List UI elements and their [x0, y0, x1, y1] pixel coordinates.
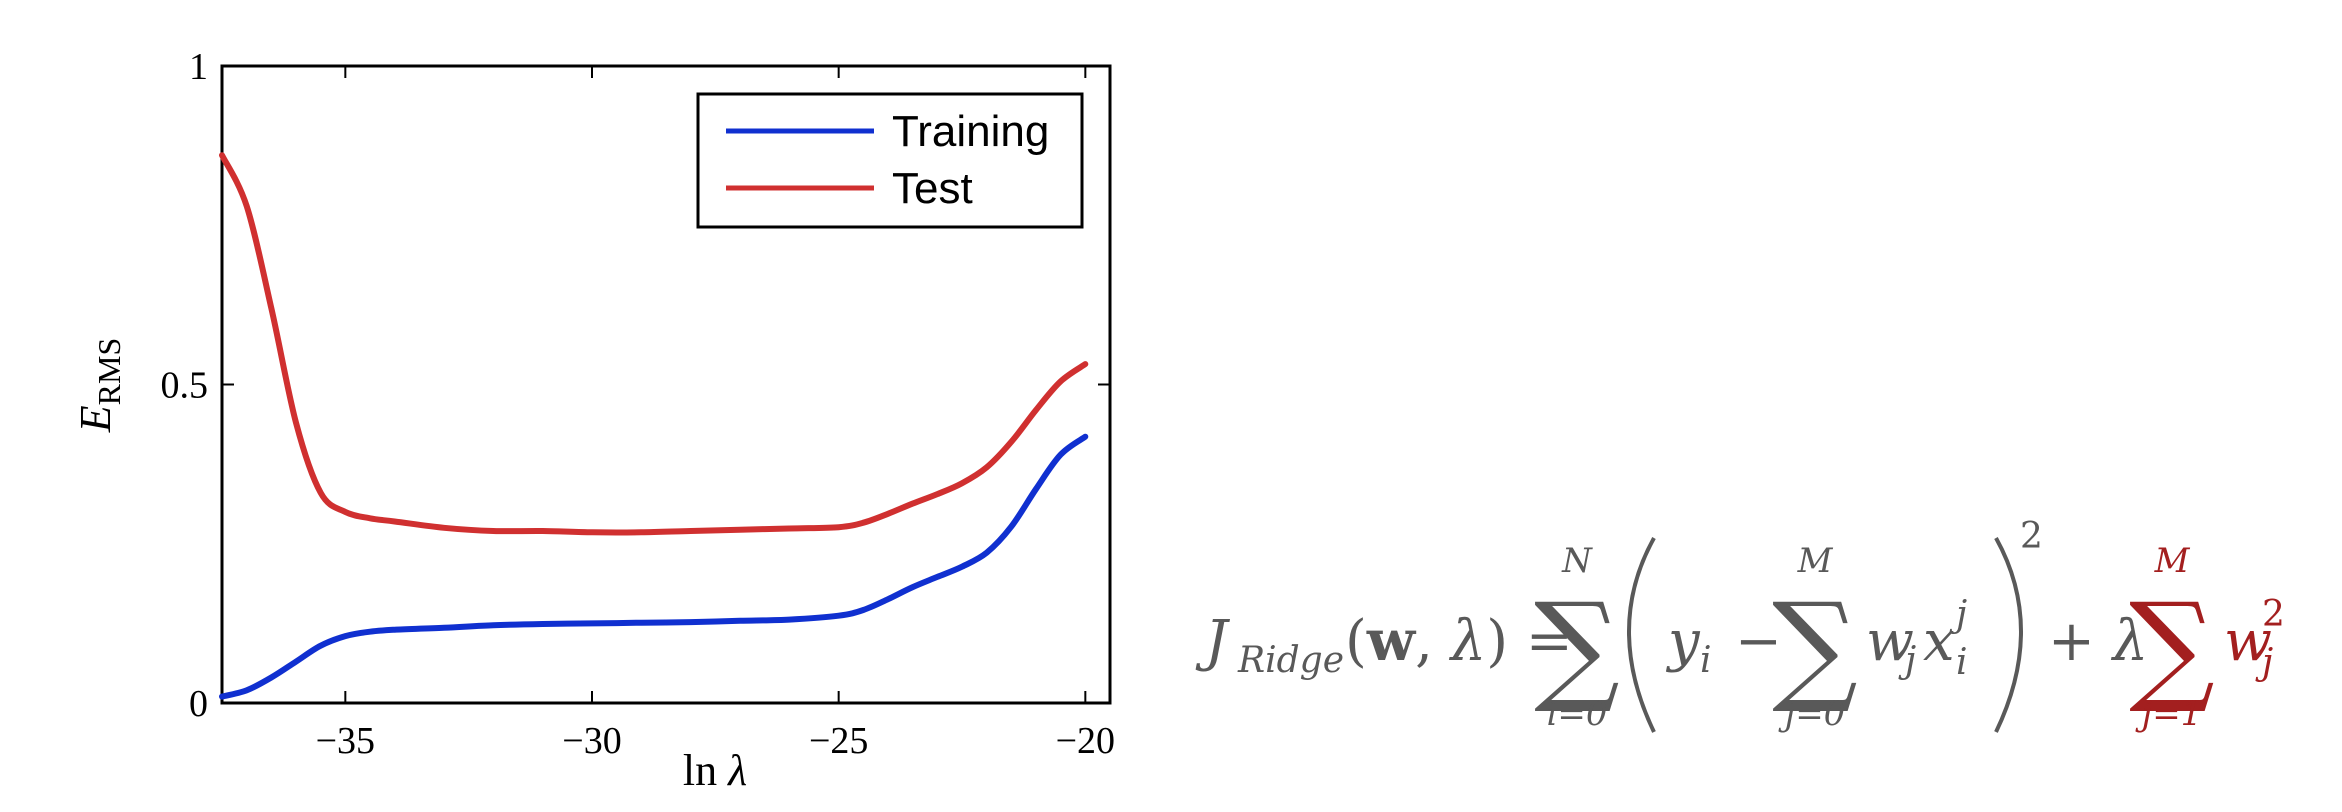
svg-text:−: −: [1735, 609, 1782, 674]
formula-plus-lambda: + λ: [2048, 609, 2148, 674]
svg-text:∑: ∑: [1534, 578, 1620, 717]
y-tick-label: 0: [189, 683, 208, 725]
svg-text:Ridge: Ridge: [1237, 640, 1344, 681]
series-lines: [219, 152, 1089, 700]
legend-label-training: Training: [892, 107, 1049, 156]
x-tick-label: −25: [809, 720, 868, 762]
formula-lhs: J Ridge (w, λ) =: [1195, 608, 1573, 681]
y-axis-label-main: E: [71, 405, 120, 433]
x-axis-label: ln λ: [683, 746, 747, 795]
axis-ticks: [222, 65, 1110, 704]
tick-labels: −35 −30 −25 −20 0 0.5 1: [161, 46, 1116, 762]
y-tick-label: 0.5: [161, 365, 209, 407]
svg-text:∑: ∑: [2129, 578, 2215, 717]
x-tick-label: −35: [316, 720, 375, 762]
svg-text:i: i: [1956, 642, 1968, 683]
svg-text:i: i: [1700, 640, 1712, 681]
formula-outer-sum: N ∑ i=0: [1534, 541, 1620, 734]
formula-inner-terms: y i − M ∑ j=0 w j x j i: [1665, 541, 1968, 734]
y-axis-label-sub: RMS: [91, 338, 127, 406]
svg-text:J: J: [1195, 609, 1231, 674]
x-tick-label: −20: [1056, 720, 1115, 762]
y-tick-label: 1: [189, 46, 208, 88]
formula-right-paren: [1994, 537, 2023, 733]
series-line-test: [219, 152, 1089, 536]
legend-box: [696, 92, 1084, 229]
svg-text:∑: ∑: [1772, 578, 1858, 717]
formula-square: 2: [2020, 516, 2043, 557]
legend-label-test: Test: [892, 164, 973, 213]
y-axis-label: ERMS: [71, 338, 127, 433]
svg-text:w: w: [1866, 609, 1914, 674]
svg-text:w: w: [2224, 609, 2272, 674]
svg-text:2: 2: [2262, 594, 2285, 635]
x-tick-label: −30: [562, 720, 621, 762]
legend: Training Test: [696, 92, 1084, 229]
svg-text:N: N: [1561, 541, 1593, 581]
svg-text:i=0: i=0: [1547, 694, 1608, 734]
series-line-training: [219, 433, 1089, 700]
ridge-regression-chart: −35 −30 −25 −20 0 0.5 1 ln λ ERMS Training Tes…: [71, 46, 1116, 795]
svg-text:M: M: [1797, 541, 1834, 581]
formula-penalty-sum: M ∑ j=1 w j 2: [2129, 541, 2285, 734]
svg-text:M: M: [2154, 541, 2191, 581]
svg-text:x: x: [1923, 609, 1955, 674]
svg-text:j=1: j=1: [2135, 694, 2203, 734]
formula-left-paren: [1627, 537, 1656, 733]
svg-text:y: y: [1665, 609, 1701, 674]
svg-text:j=0: j=0: [1778, 694, 1846, 734]
svg-text:(w, λ) =: (w, λ) =: [1345, 608, 1573, 674]
